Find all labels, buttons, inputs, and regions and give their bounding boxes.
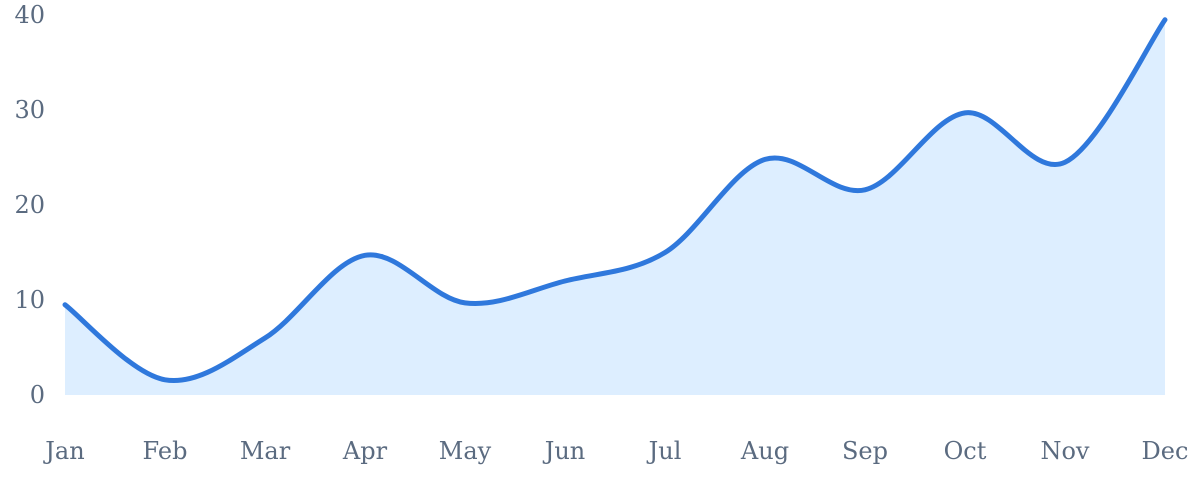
y-axis-tick-labels: 0 10 20 30 40 bbox=[14, 1, 45, 409]
x-tick-label-may: May bbox=[439, 437, 492, 465]
x-tick-label-mar: Mar bbox=[240, 437, 291, 465]
y-tick-label: 20 bbox=[14, 191, 45, 219]
x-tick-label-nov: Nov bbox=[1040, 437, 1089, 465]
x-tick-label-jun: Jun bbox=[542, 437, 586, 465]
series-area-fill bbox=[65, 19, 1165, 395]
x-tick-label-aug: Aug bbox=[740, 437, 789, 465]
x-tick-label-jan: Jan bbox=[42, 437, 84, 465]
y-tick-label: 10 bbox=[14, 286, 45, 314]
x-tick-label-feb: Feb bbox=[143, 437, 188, 465]
x-tick-label-dec: Dec bbox=[1142, 437, 1189, 465]
y-tick-label: 0 bbox=[30, 381, 45, 409]
y-tick-label: 30 bbox=[14, 96, 45, 124]
x-tick-label-jul: Jul bbox=[646, 437, 682, 465]
x-axis-tick-labels: Jan Feb Mar Apr May Jun Jul Aug Sep Oct Nov Dec bbox=[42, 437, 1188, 465]
series-line bbox=[62, 17, 1168, 384]
x-tick-label-sep: Sep bbox=[842, 437, 888, 465]
x-tick-label-apr: Apr bbox=[342, 437, 388, 465]
x-tick-label-oct: Oct bbox=[944, 437, 987, 465]
y-tick-label: 40 bbox=[14, 1, 45, 29]
